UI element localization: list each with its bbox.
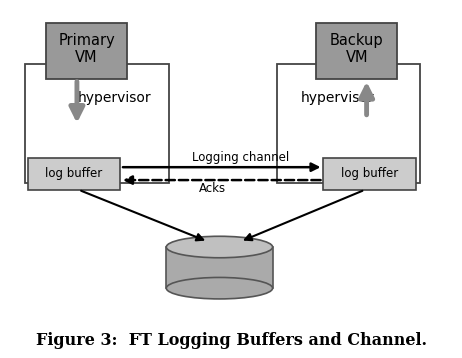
Text: hypervisor: hypervisor: [78, 91, 151, 105]
Text: Logging channel: Logging channel: [192, 151, 289, 164]
FancyBboxPatch shape: [46, 23, 127, 79]
Text: Backup
VM: Backup VM: [330, 33, 384, 66]
Text: log buffer: log buffer: [45, 167, 103, 180]
Text: Primary
VM: Primary VM: [58, 33, 115, 66]
Ellipse shape: [166, 277, 273, 299]
Text: log buffer: log buffer: [341, 167, 398, 180]
Text: Acks: Acks: [199, 182, 226, 195]
FancyBboxPatch shape: [323, 158, 416, 190]
FancyBboxPatch shape: [25, 64, 169, 183]
Ellipse shape: [166, 236, 273, 258]
FancyBboxPatch shape: [316, 23, 397, 79]
FancyBboxPatch shape: [277, 64, 420, 183]
Text: hypervisor: hypervisor: [301, 91, 374, 105]
FancyBboxPatch shape: [28, 158, 120, 190]
Text: Figure 3:  FT Logging Buffers and Channel.: Figure 3: FT Logging Buffers and Channel…: [36, 332, 426, 349]
Polygon shape: [166, 247, 273, 288]
